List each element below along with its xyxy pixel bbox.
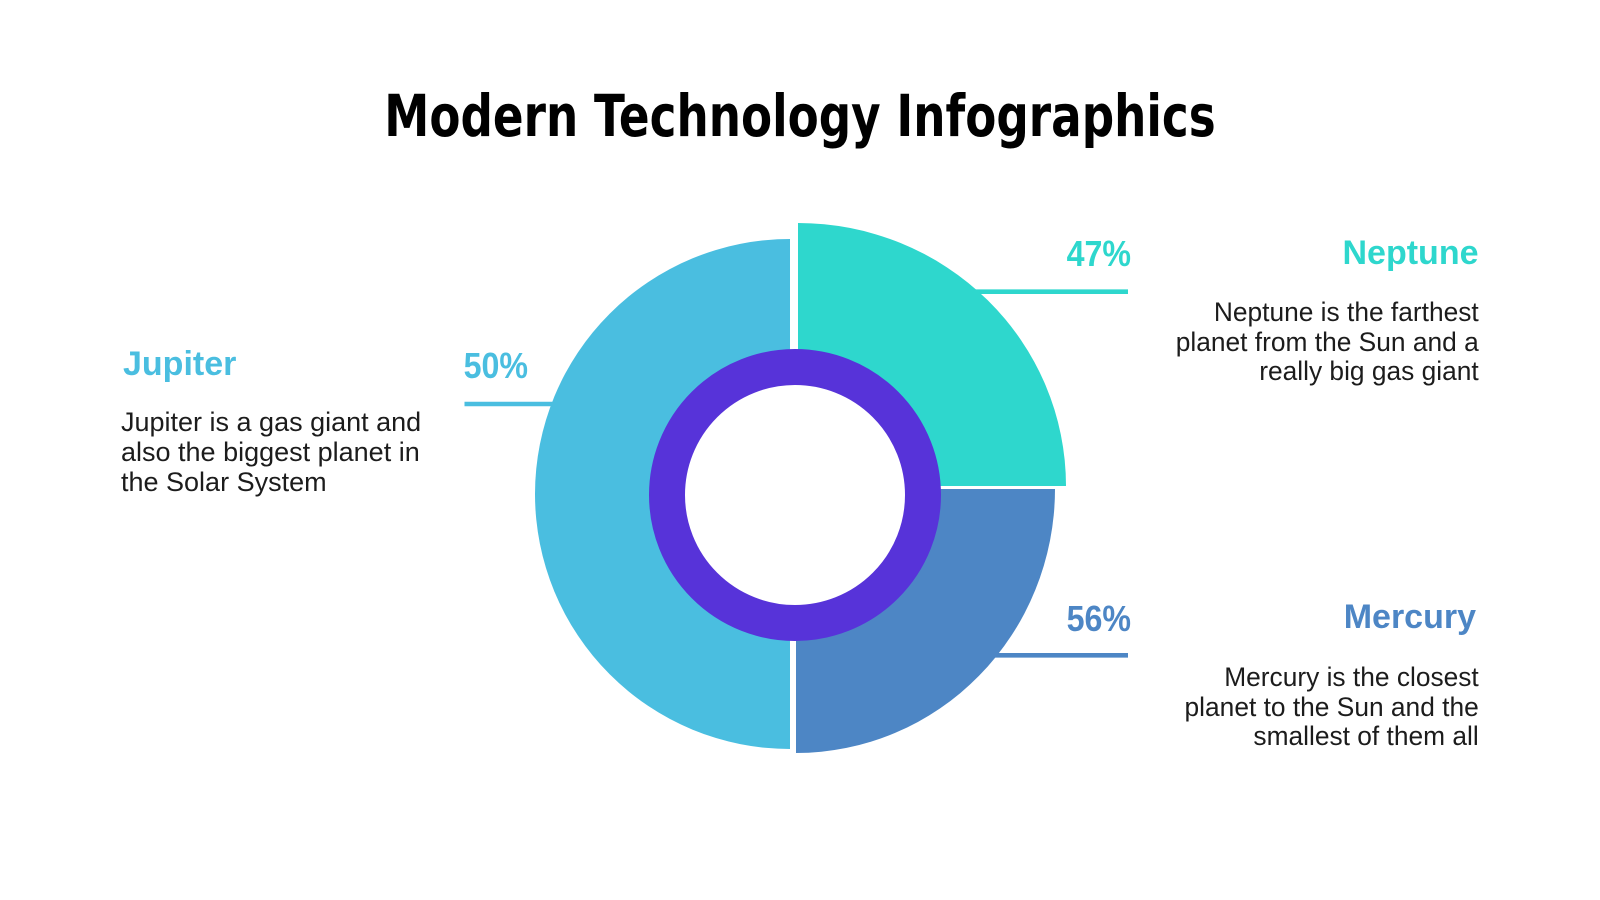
- mercury-description-line: smallest of them all: [1253, 721, 1479, 752]
- jupiter-description-line: the Solar System: [121, 466, 327, 497]
- mercury-description-line: Mercury is the closest: [1224, 662, 1479, 692]
- neptune-description-line: Neptune is the farthest: [1213, 297, 1479, 327]
- mercury-heading: Mercury: [1343, 598, 1476, 636]
- mercury-percent: 56%: [1066, 597, 1131, 639]
- jupiter-description-line: also the biggest planet in: [121, 437, 420, 468]
- slide-title: Modern Technology Infographics: [384, 82, 1216, 151]
- mercury-description: Mercury is the closest planet to the Sun…: [1184, 662, 1479, 752]
- mercury-description-line: planet to the Sun and the: [1184, 691, 1479, 722]
- neptune-description: Neptune is the farthest planet from the …: [1175, 297, 1479, 387]
- donut-ring: [649, 349, 941, 641]
- neptune-heading: Neptune: [1342, 234, 1479, 272]
- neptune-description-line: really big gas giant: [1258, 356, 1479, 387]
- jupiter-percent: 50%: [464, 345, 529, 386]
- jupiter-description: Jupiter is a gas giant and also the bigg…: [121, 408, 421, 497]
- jupiter-heading: Jupiter: [123, 345, 237, 383]
- neptune-percent: 47%: [1066, 232, 1131, 274]
- neptune-description-line: planet from the Sun and a: [1175, 326, 1479, 357]
- jupiter-description-line: Jupiter is a gas giant and: [121, 407, 422, 438]
